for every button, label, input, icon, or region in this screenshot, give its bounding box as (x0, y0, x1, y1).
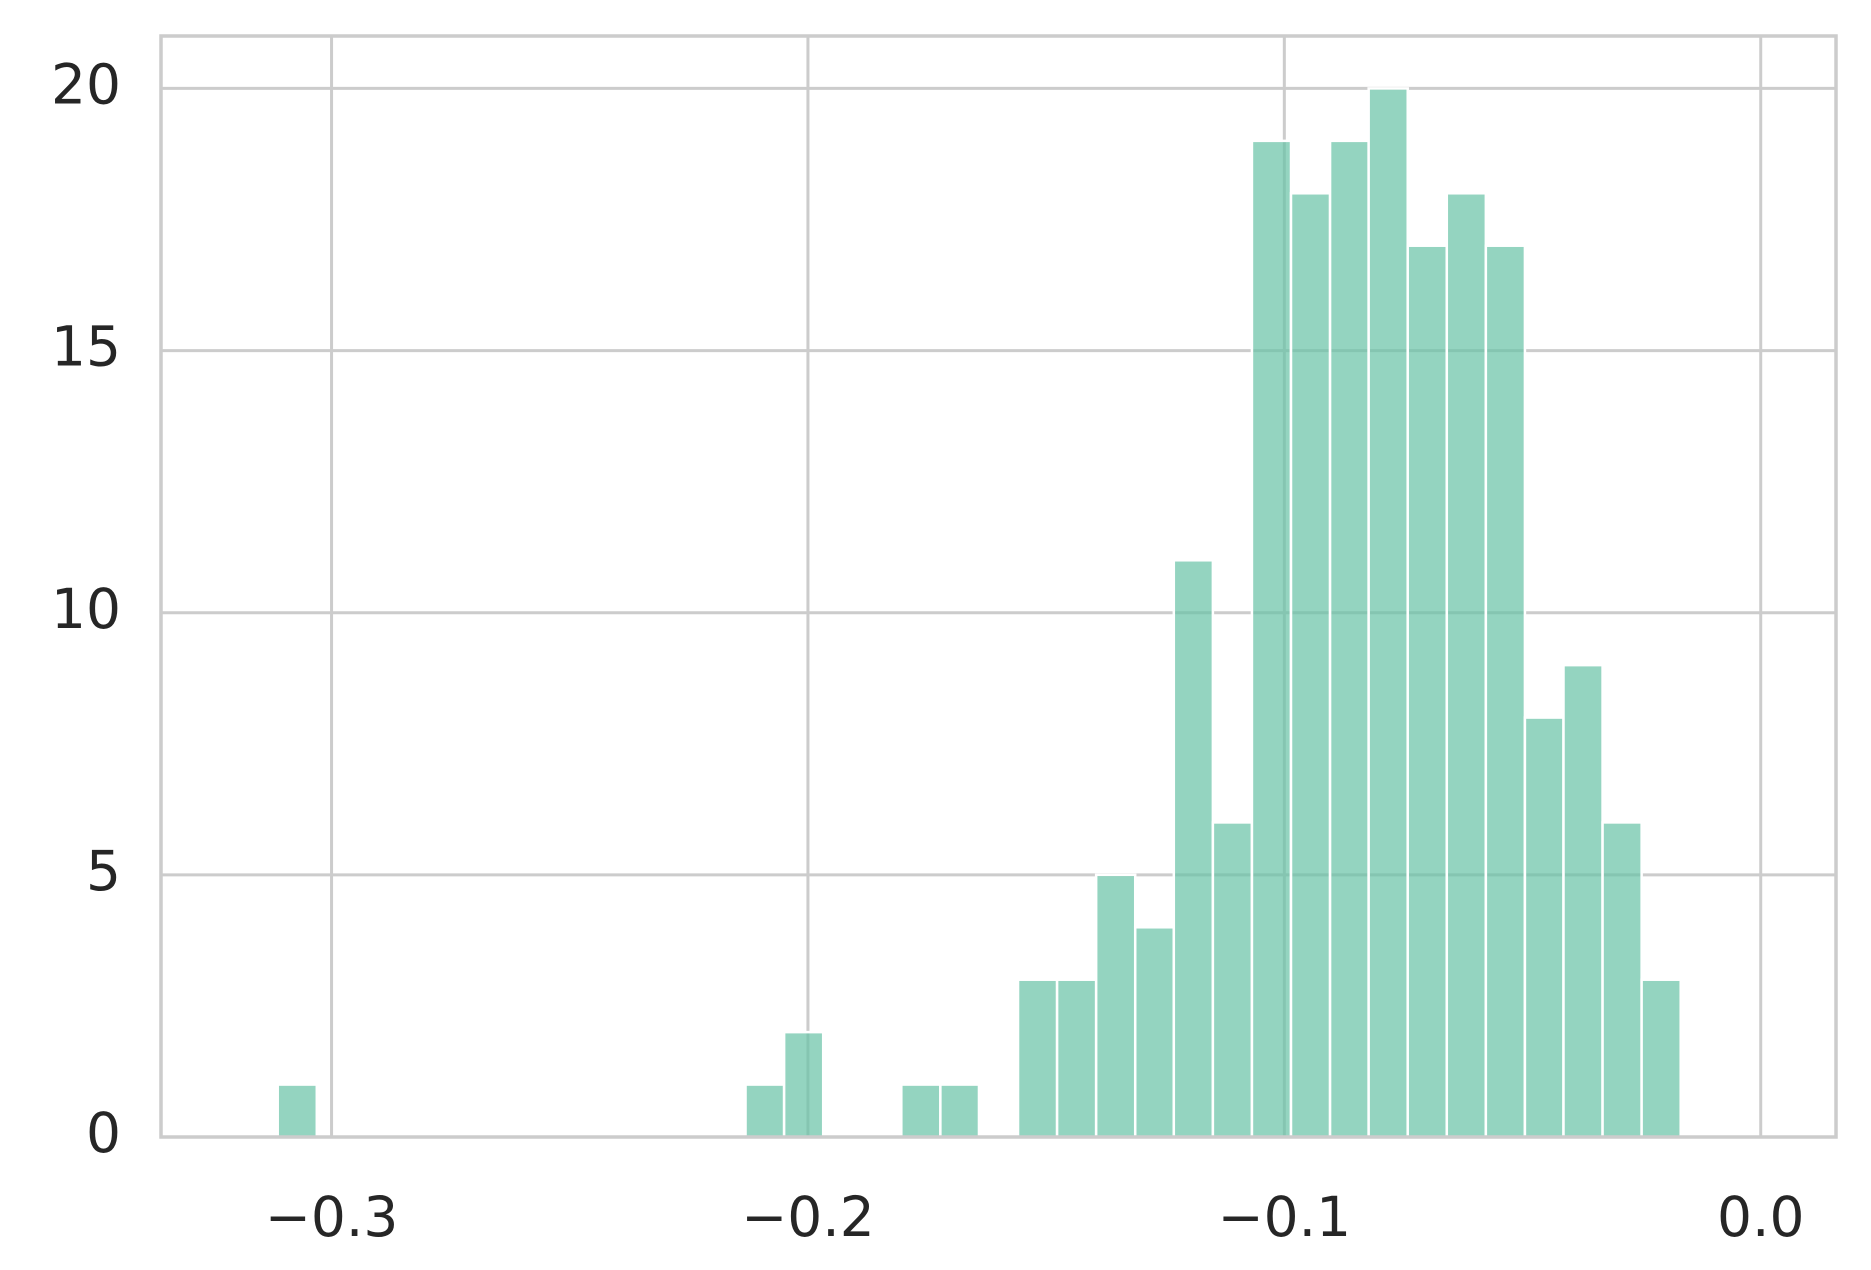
bar (1016, 978, 1059, 1139)
x-tick-label: −0.2 (741, 1185, 875, 1249)
bar (1406, 244, 1449, 1139)
bar (1250, 139, 1293, 1139)
bar (1367, 87, 1409, 1139)
bar (1562, 663, 1604, 1139)
bar (744, 1083, 786, 1139)
bar (1523, 716, 1565, 1139)
y-tick-label: 20 (51, 53, 121, 117)
plot-frame (159, 34, 1838, 1139)
y-tick-label: 15 (51, 315, 121, 379)
bar (1094, 873, 1137, 1139)
bar (1172, 559, 1215, 1139)
x-tick-label: 0.0 (1717, 1185, 1804, 1249)
bar (276, 1083, 319, 1139)
x-tick-label: −0.3 (265, 1185, 399, 1249)
bar (900, 1083, 942, 1139)
x-tick-label: −0.1 (1218, 1185, 1352, 1249)
bar (1289, 192, 1332, 1139)
bar (939, 1083, 981, 1139)
bar (1055, 978, 1098, 1139)
bar (782, 1030, 825, 1139)
bar (1211, 821, 1254, 1139)
bar (1133, 926, 1176, 1139)
bar (1445, 192, 1488, 1139)
bar (1640, 978, 1682, 1139)
bar (1601, 821, 1643, 1139)
y-tick-label: 10 (51, 577, 121, 641)
bar (1328, 139, 1370, 1139)
bar (1484, 244, 1527, 1139)
y-tick-label: 0 (86, 1101, 121, 1165)
y-tick-label: 5 (86, 839, 121, 903)
